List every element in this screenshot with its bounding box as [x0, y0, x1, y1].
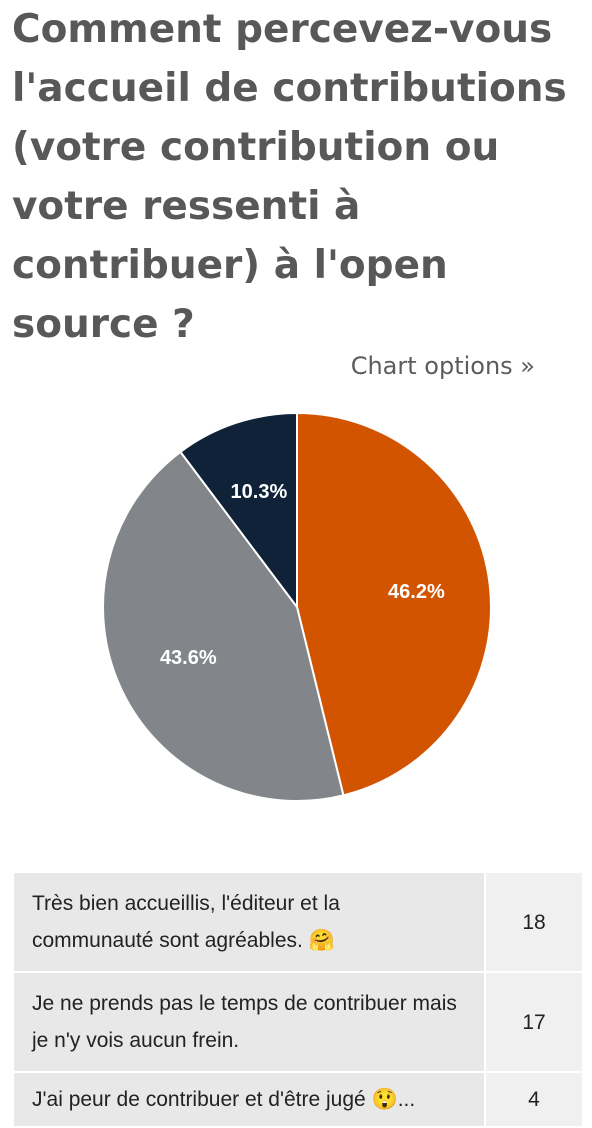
pie-slice-0[interactable] — [296, 412, 492, 797]
question-title: Comment percevez-vous l'accueil de contr… — [12, 7, 567, 347]
count-cell: 4 — [486, 1073, 582, 1126]
pie-chart-svg: 46.2% 43.6% 10.3% — [102, 412, 492, 802]
answer-cell: Très bien accueillis, l'éditeur et la co… — [14, 873, 484, 971]
chart-options-link[interactable]: Chart options » — [350, 352, 535, 380]
pie-slice-2[interactable] — [179, 412, 298, 608]
table-row: Je ne prends pas le temps de contribuer … — [14, 973, 582, 1071]
pie-chart: 46.2% 43.6% 10.3% — [0, 400, 592, 820]
slice-percent-label-1: 43.6% — [160, 647, 217, 669]
slice-percent-label-0: 46.2% — [388, 581, 445, 603]
count-cell: 18 — [486, 873, 582, 971]
pie-slice-1[interactable] — [102, 450, 345, 802]
slice-percent-label-2: 10.3% — [231, 481, 288, 503]
count-cell: 17 — [486, 973, 582, 1071]
table-row: J'ai peur de contribuer et d'être jugé 😲… — [14, 1073, 582, 1126]
answer-cell: J'ai peur de contribuer et d'être jugé 😲… — [14, 1073, 484, 1126]
answer-cell: Je ne prends pas le temps de contribuer … — [14, 973, 484, 1071]
results-table: Très bien accueillis, l'éditeur et la co… — [12, 871, 584, 1128]
table-row: Très bien accueillis, l'éditeur et la co… — [14, 873, 582, 971]
